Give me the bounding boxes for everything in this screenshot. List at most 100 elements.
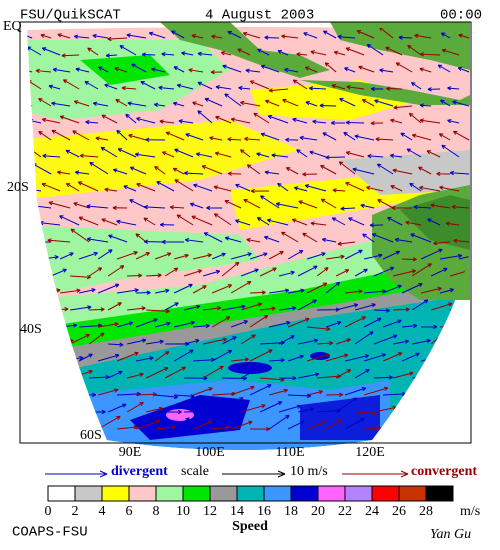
wind-arrow — [35, 68, 52, 74]
wind-arrow — [316, 267, 329, 277]
wind-arrow — [264, 35, 280, 40]
wind-arrow — [183, 170, 204, 176]
wind-arrow — [31, 265, 50, 277]
wind-arrow — [95, 136, 109, 141]
wind-arrow — [146, 339, 164, 345]
wind-arrow — [221, 261, 240, 277]
wind-arrow — [407, 44, 422, 56]
wind-arrow — [282, 98, 299, 107]
wind-arrow — [211, 284, 233, 294]
wind-arrow — [382, 284, 402, 294]
wind-arrow — [134, 152, 156, 158]
wind-arrow — [326, 254, 345, 260]
wind-arrow — [104, 83, 118, 90]
wind-arrow — [145, 137, 166, 142]
wind-arrow — [211, 316, 231, 328]
wind-arrow — [32, 410, 51, 416]
colorbar-box — [290, 485, 319, 502]
wind-arrow — [321, 237, 337, 243]
wind-arrow — [89, 307, 105, 312]
wind-arrow — [344, 316, 366, 328]
wind-arrow — [127, 338, 147, 345]
header-time: 00:00 — [440, 8, 482, 24]
wind-arrow — [237, 48, 251, 56]
wind-arrow — [227, 30, 242, 39]
wind-arrow — [192, 387, 213, 396]
wind-arrow — [285, 167, 299, 175]
wind-arrow — [59, 115, 80, 124]
wind-arrow — [240, 404, 266, 413]
wind-arrow — [436, 171, 451, 177]
wind-arrow — [421, 324, 438, 330]
lon-label: 110E — [275, 445, 304, 460]
wind-arrow — [100, 146, 118, 158]
wind-arrow — [249, 314, 269, 328]
wind-arrow — [235, 219, 251, 226]
wind-arrow — [303, 32, 318, 39]
wind-arrow — [174, 148, 194, 158]
colorbar-box — [263, 485, 292, 502]
wind-arrow — [154, 321, 171, 328]
wind-arrow — [165, 409, 182, 415]
wind-arrow — [458, 353, 470, 362]
wind-arrow — [107, 302, 122, 311]
wind-arrow — [440, 32, 451, 39]
wind-arrow — [408, 112, 422, 124]
wind-arrow — [362, 233, 375, 243]
wind-arrow — [390, 118, 403, 124]
wind-arrow — [324, 62, 337, 73]
wind-arrow — [57, 33, 71, 39]
wind-arrow — [439, 385, 464, 396]
wind-arrow — [73, 100, 90, 107]
wind-arrow — [400, 132, 413, 141]
wind-arrow — [230, 420, 253, 430]
wind-arrow — [376, 163, 394, 175]
wind-arrow — [154, 350, 170, 362]
wind-arrow — [172, 167, 185, 175]
wind-arrow — [183, 338, 200, 345]
wind-arrow — [268, 388, 288, 396]
wind-arrow — [394, 237, 413, 243]
wind-arrow — [453, 130, 470, 141]
wind-arrow — [430, 267, 448, 277]
wind-arrow — [411, 404, 428, 413]
wind-arrow — [73, 202, 90, 209]
wind-arrow — [356, 30, 375, 39]
wind-arrow — [441, 144, 460, 158]
wind-arrow — [459, 253, 470, 260]
wind-arrow — [325, 321, 342, 328]
wind-arrow — [298, 338, 319, 345]
wind-arrow — [354, 134, 375, 141]
wind-arrow — [59, 252, 74, 260]
wind-arrow — [143, 217, 156, 226]
wind-arrow — [268, 88, 289, 93]
wind-arrow — [292, 79, 308, 90]
wind-arrow — [104, 187, 118, 192]
wind-arrow — [202, 269, 221, 277]
wind-arrow — [278, 335, 295, 345]
legend: divergent scale 10 m/s convergent — [45, 464, 477, 479]
wind-arrow — [264, 99, 280, 107]
wind-arrow — [197, 81, 213, 90]
wind-arrow — [421, 424, 441, 430]
wind-arrow — [224, 93, 242, 107]
wind-arrow — [275, 202, 299, 209]
wind-arrow — [419, 103, 432, 108]
wind-arrow — [401, 421, 423, 430]
wind-arrow — [447, 118, 460, 124]
wind-arrow — [215, 85, 232, 90]
wind-arrow — [339, 98, 356, 107]
wind-arrow — [344, 386, 367, 396]
header-title: FSU/QuikSCAT — [20, 8, 121, 24]
wind-arrow — [360, 203, 375, 209]
wind-arrow — [197, 110, 213, 124]
lon-label: 100E — [195, 445, 225, 460]
legend-convergent: convergent — [411, 464, 477, 479]
wind-arrow — [250, 188, 270, 194]
wind-arrow — [240, 368, 259, 379]
footer-right: Yan Gu — [430, 527, 471, 542]
wind-arrow — [154, 165, 166, 175]
wind-arrow — [259, 401, 283, 413]
wind-arrow — [70, 228, 90, 243]
wind-arrow — [240, 302, 263, 311]
